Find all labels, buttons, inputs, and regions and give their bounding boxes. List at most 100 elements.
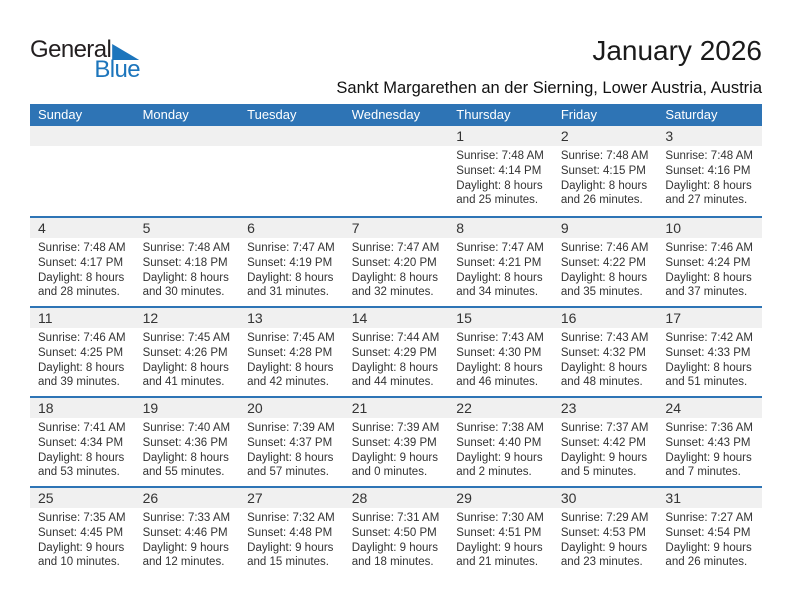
day-details: Sunrise: 7:31 AM Sunset: 4:50 PM Daylight:…	[344, 508, 449, 570]
day-details: Sunrise: 7:46 AM Sunset: 4:22 PM Daylight:…	[553, 238, 658, 300]
day-details: Sunrise: 7:48 AM Sunset: 4:15 PM Daylight:…	[553, 146, 658, 208]
logo-top-row: General	[30, 38, 140, 62]
sunrise-text: Sunrise: 7:30 AM	[456, 512, 544, 524]
day-cell-7: 7 Sunrise: 7:47 AM Sunset: 4:20 PM Daylight…	[343, 218, 449, 306]
daylight-text: Daylight: 8 hours and 28 minutes.	[38, 271, 125, 299]
day-cell-empty	[343, 126, 449, 216]
general-blue-logo: General Blue	[30, 38, 141, 83]
day-cell-22: 22 Sunrise: 7:38 AM Sunset: 4:40 PM Dayligh…	[448, 398, 553, 486]
day-cell-28: 28 Sunrise: 7:31 AM Sunset: 4:50 PM Dayligh…	[343, 488, 449, 576]
daylight-text: Daylight: 8 hours and 37 minutes.	[665, 271, 752, 299]
daylight-text: Daylight: 9 hours and 18 minutes.	[351, 541, 438, 569]
sunset-text: Sunset: 4:30 PM	[456, 346, 542, 359]
daylight-text: Daylight: 8 hours and 35 minutes.	[560, 271, 648, 299]
sunrise-text: Sunrise: 7:43 AM	[456, 332, 544, 344]
week-row-1: 1 Sunrise: 7:48 AM Sunset: 4:14 PM Daylight…	[30, 126, 762, 216]
day-cell-30: 30 Sunrise: 7:29 AM Sunset: 4:53 PM Dayligh…	[552, 488, 658, 576]
daylight-text: Daylight: 8 hours and 32 minutes.	[351, 271, 438, 299]
sunset-text: Sunset: 4:50 PM	[351, 526, 437, 539]
sunset-text: Sunset: 4:45 PM	[38, 526, 124, 539]
sunrise-text: Sunrise: 7:48 AM	[456, 150, 544, 162]
sunset-text: Sunset: 4:46 PM	[142, 526, 228, 539]
day-details: Sunrise: 7:41 AM Sunset: 4:34 PM Daylight:…	[30, 418, 135, 480]
day-details: Sunrise: 7:37 AM Sunset: 4:42 PM Daylight:…	[553, 418, 658, 480]
day-cell-2: 2 Sunrise: 7:48 AM Sunset: 4:15 PM Daylight…	[552, 126, 658, 216]
weekday-header-thursday: Thursday	[456, 107, 511, 122]
daylight-text: Daylight: 8 hours and 57 minutes.	[247, 451, 334, 479]
sunset-text: Sunset: 4:24 PM	[665, 256, 751, 269]
day-cell-3: 3 Sunrise: 7:48 AM Sunset: 4:16 PM Daylight…	[657, 126, 762, 216]
day-cell-4: 4 Sunrise: 7:48 AM Sunset: 4:17 PM Daylight…	[30, 218, 135, 306]
day-details: Sunrise: 7:39 AM Sunset: 4:39 PM Daylight:…	[344, 418, 449, 480]
daylight-text: Daylight: 8 hours and 42 minutes.	[247, 361, 334, 389]
sunset-text: Sunset: 4:28 PM	[247, 346, 333, 359]
day-details: Sunrise: 7:48 AM Sunset: 4:16 PM Daylight:…	[657, 146, 762, 208]
daylight-text: Daylight: 8 hours and 25 minutes.	[456, 179, 543, 207]
sunset-text: Sunset: 4:29 PM	[351, 346, 437, 359]
day-number: 13	[239, 308, 344, 328]
day-number: 6	[239, 218, 344, 238]
daylight-text: Daylight: 9 hours and 26 minutes.	[665, 541, 752, 569]
daylight-text: Daylight: 8 hours and 55 minutes.	[142, 451, 229, 479]
day-number: 9	[552, 218, 658, 238]
sunset-text: Sunset: 4:20 PM	[351, 256, 437, 269]
day-cell-17: 17 Sunrise: 7:42 AM Sunset: 4:33 PM Dayligh…	[657, 308, 762, 396]
sunrise-text: Sunrise: 7:37 AM	[560, 422, 649, 434]
weekday-header-saturday: Saturday	[665, 107, 718, 122]
sunset-text: Sunset: 4:51 PM	[456, 526, 542, 539]
sunset-text: Sunset: 4:37 PM	[247, 436, 333, 449]
daylight-text: Daylight: 8 hours and 26 minutes.	[560, 179, 648, 207]
day-details: Sunrise: 7:45 AM Sunset: 4:26 PM Daylight:…	[135, 328, 240, 390]
day-cell-31: 31 Sunrise: 7:27 AM Sunset: 4:54 PM Dayligh…	[657, 488, 762, 576]
daylight-text: Daylight: 8 hours and 48 minutes.	[560, 361, 648, 389]
day-cell-18: 18 Sunrise: 7:41 AM Sunset: 4:34 PM Dayligh…	[30, 398, 135, 486]
sunrise-text: Sunrise: 7:39 AM	[351, 422, 440, 434]
calendar-weeks: 1 Sunrise: 7:48 AM Sunset: 4:14 PM Daylight…	[30, 126, 762, 576]
day-cell-23: 23 Sunrise: 7:37 AM Sunset: 4:42 PM Dayligh…	[552, 398, 658, 486]
weekday-header-wednesday: Wednesday	[351, 107, 421, 122]
sunset-text: Sunset: 4:14 PM	[456, 164, 542, 177]
day-number: 1	[448, 126, 553, 146]
day-number: 31	[657, 488, 762, 508]
weekday-header-row: Sunday Monday Tuesday Wednesday Thursday Frid…	[30, 104, 762, 126]
logo-text-blue: Blue	[94, 56, 140, 83]
day-cell-20: 20 Sunrise: 7:39 AM Sunset: 4:37 PM Dayligh…	[239, 398, 344, 486]
sunrise-text: Sunrise: 7:31 AM	[351, 512, 440, 524]
sunrise-text: Sunrise: 7:46 AM	[38, 332, 126, 344]
sunrise-text: Sunrise: 7:47 AM	[456, 242, 544, 254]
day-cell-empty	[239, 126, 344, 216]
day-details: Sunrise: 7:35 AM Sunset: 4:45 PM Daylight:…	[30, 508, 135, 570]
sunrise-text: Sunrise: 7:41 AM	[38, 422, 126, 434]
day-number: 25	[30, 488, 135, 508]
logo-flag-icon	[112, 44, 140, 60]
day-cell-10: 10 Sunrise: 7:46 AM Sunset: 4:24 PM Dayligh…	[657, 218, 762, 306]
daylight-text: Daylight: 8 hours and 44 minutes.	[351, 361, 438, 389]
day-number: 12	[134, 308, 240, 328]
day-details: Sunrise: 7:43 AM Sunset: 4:32 PM Daylight:…	[553, 328, 658, 390]
daylight-text: Daylight: 8 hours and 27 minutes.	[665, 179, 752, 207]
sunset-text: Sunset: 4:53 PM	[560, 526, 646, 539]
day-details: Sunrise: 7:38 AM Sunset: 4:40 PM Daylight:…	[448, 418, 553, 480]
day-details: Sunrise: 7:36 AM Sunset: 4:43 PM Daylight:…	[657, 418, 762, 480]
sunrise-text: Sunrise: 7:39 AM	[247, 422, 335, 434]
day-details: Sunrise: 7:44 AM Sunset: 4:29 PM Daylight:…	[344, 328, 449, 390]
sunset-text: Sunset: 4:22 PM	[560, 256, 646, 269]
sunset-text: Sunset: 4:32 PM	[560, 346, 646, 359]
daylight-text: Daylight: 8 hours and 46 minutes.	[456, 361, 543, 389]
sunrise-text: Sunrise: 7:47 AM	[247, 242, 335, 254]
sunrise-text: Sunrise: 7:29 AM	[560, 512, 649, 524]
sunset-text: Sunset: 4:26 PM	[142, 346, 228, 359]
sunrise-text: Sunrise: 7:38 AM	[456, 422, 544, 434]
day-number: 21	[343, 398, 449, 418]
day-number: 10	[657, 218, 762, 238]
daylight-text: Daylight: 9 hours and 7 minutes.	[665, 451, 752, 479]
daylight-text: Daylight: 9 hours and 23 minutes.	[560, 541, 648, 569]
weekday-header-monday: Monday	[142, 107, 189, 122]
sunrise-text: Sunrise: 7:48 AM	[665, 150, 753, 162]
day-cell-13: 13 Sunrise: 7:45 AM Sunset: 4:28 PM Dayligh…	[239, 308, 344, 396]
day-cell-15: 15 Sunrise: 7:43 AM Sunset: 4:30 PM Dayligh…	[448, 308, 553, 396]
sunset-text: Sunset: 4:15 PM	[560, 164, 646, 177]
day-cell-8: 8 Sunrise: 7:47 AM Sunset: 4:21 PM Daylight…	[448, 218, 553, 306]
daylight-text: Daylight: 9 hours and 0 minutes.	[351, 451, 438, 479]
